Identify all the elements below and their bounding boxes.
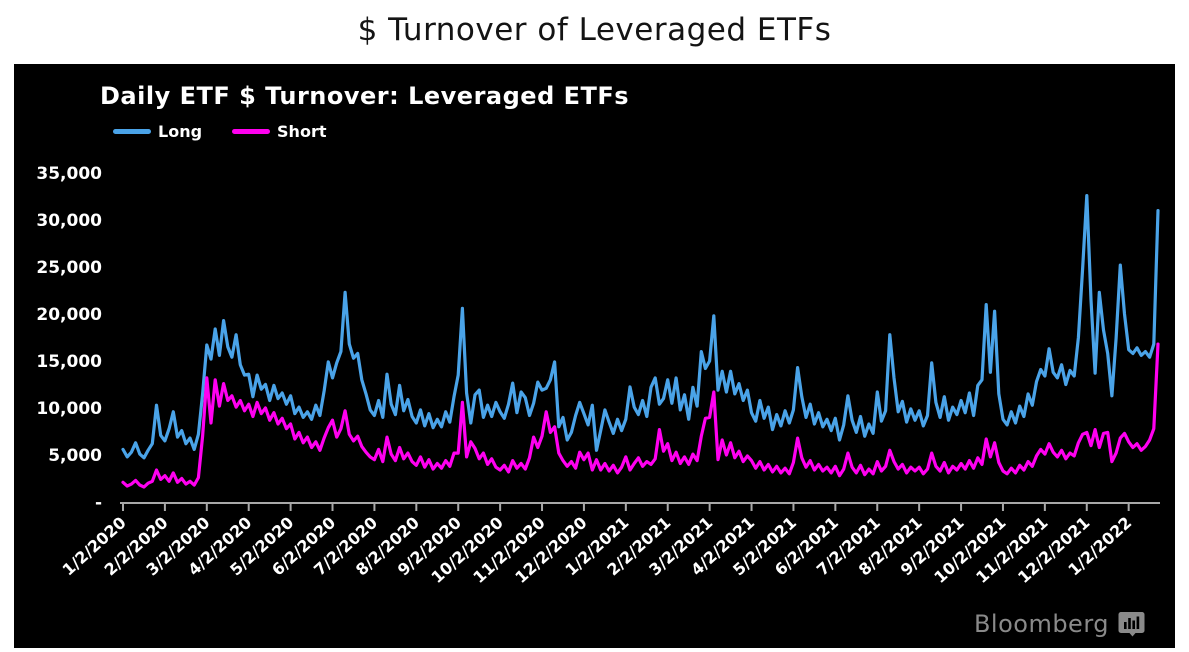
y-tick-label: 10,000 bbox=[36, 399, 102, 419]
chart-panel: Daily ETF $ Turnover: Leveraged ETFs Lon… bbox=[14, 64, 1175, 648]
legend: Long Short bbox=[113, 122, 356, 141]
bloomberg-chart-bubble-icon bbox=[1118, 612, 1145, 637]
line-chart: 35,000 30,000 25,000 20,000 15,000 10,000 5,00… bbox=[36, 164, 1160, 587]
y-tick-label: 35,000 bbox=[36, 164, 102, 184]
brand-name: Bloomberg bbox=[973, 610, 1109, 638]
page-title: $ Turnover of Leveraged ETFs bbox=[357, 12, 832, 48]
y-tick-label: 15,000 bbox=[36, 352, 102, 372]
chart-title: Daily ETF $ Turnover: Leveraged ETFs bbox=[100, 82, 630, 110]
y-tick-label: 30,000 bbox=[36, 211, 102, 231]
legend-label-short: Short bbox=[277, 122, 327, 141]
short-line-swatch bbox=[232, 129, 271, 134]
long-line-swatch bbox=[113, 129, 151, 134]
y-tick-label: 20,000 bbox=[36, 305, 102, 325]
brand: Bloomberg bbox=[974, 610, 1145, 638]
y-tick-label: - bbox=[95, 493, 102, 513]
legend-item-short: Short bbox=[232, 122, 326, 141]
short-series-line bbox=[121, 342, 1160, 489]
y-tick-label: 25,000 bbox=[36, 258, 102, 278]
y-tick-label: 5,000 bbox=[48, 446, 102, 466]
legend-item-long: Long bbox=[113, 122, 202, 141]
legend-label-long: Long bbox=[158, 122, 203, 141]
long-series-line bbox=[121, 194, 1160, 460]
